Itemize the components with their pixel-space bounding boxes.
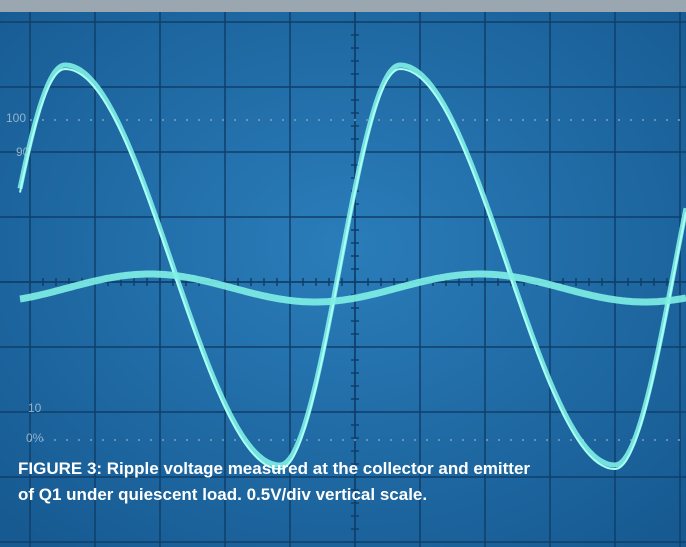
graticule-label: 0% xyxy=(26,431,44,445)
caption-line: of Q1 under quiescent load. 0.5V/div ver… xyxy=(18,485,427,504)
bezel xyxy=(0,0,686,12)
oscilloscope-photo: 100 90 10 0% FIGURE 3: Ripple voltage me… xyxy=(0,0,686,547)
graticule-label: 10 xyxy=(28,401,42,415)
graticule-label: 100 xyxy=(6,111,26,125)
caption-line: FIGURE 3: Ripple voltage measured at the… xyxy=(18,459,530,478)
